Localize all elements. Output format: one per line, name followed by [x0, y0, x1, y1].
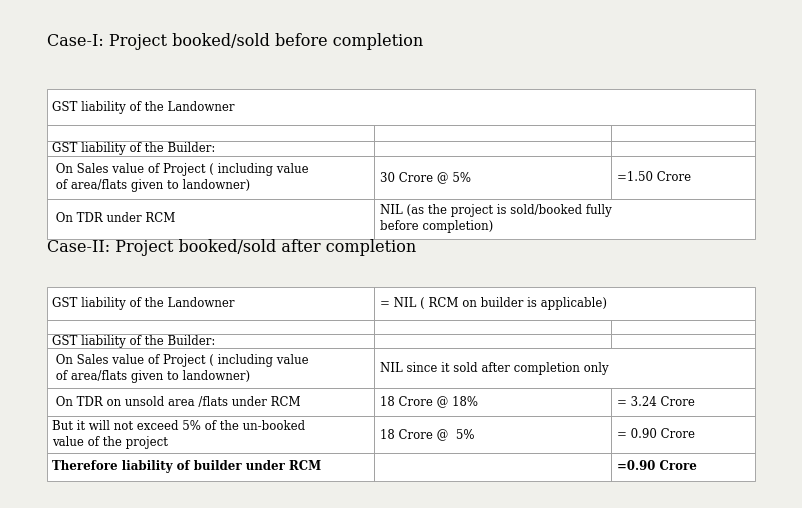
Text: On Sales value of Project ( including value
 of area/flats given to landowner): On Sales value of Project ( including va… [52, 163, 309, 192]
Text: Therefore liability of builder under RCM: Therefore liability of builder under RCM [52, 460, 322, 473]
Bar [611, 141, 755, 156]
Text: Case-II: Project booked/sold after completion: Case-II: Project booked/sold after compl… [47, 239, 415, 256]
Bar [611, 125, 755, 141]
Text: But it will not exceed 5% of the un-booked
value of the project: But it will not exceed 5% of the un-book… [52, 420, 306, 449]
Bar [47, 125, 374, 141]
Bar [374, 125, 611, 141]
Bar [47, 388, 374, 416]
Bar [47, 334, 374, 348]
Text: GST liability of the Builder:: GST liability of the Builder: [52, 142, 216, 155]
Bar [374, 141, 611, 156]
Bar [374, 453, 611, 481]
Bar [47, 453, 374, 481]
Text: On TDR under RCM: On TDR under RCM [52, 212, 176, 226]
Text: =1.50 Crore: =1.50 Crore [617, 171, 691, 184]
Bar [374, 320, 611, 334]
Text: GST liability of the Landowner: GST liability of the Landowner [52, 297, 235, 310]
Bar [47, 89, 755, 125]
Bar [47, 141, 374, 156]
Bar [47, 156, 374, 199]
Bar [611, 334, 755, 348]
Text: 18 Crore @ 18%: 18 Crore @ 18% [379, 396, 477, 408]
Bar [47, 416, 374, 453]
Text: GST liability of the Landowner: GST liability of the Landowner [52, 101, 235, 114]
Text: GST liability of the Builder:: GST liability of the Builder: [52, 335, 216, 348]
Bar [611, 388, 755, 416]
Text: =0.90 Crore: =0.90 Crore [617, 460, 696, 473]
Bar [611, 156, 755, 199]
Bar [374, 388, 611, 416]
Bar [374, 199, 755, 239]
Text: NIL since it sold after completion only: NIL since it sold after completion only [379, 362, 608, 375]
Bar [611, 320, 755, 334]
Bar [47, 287, 374, 320]
Text: Case-I: Project booked/sold before completion: Case-I: Project booked/sold before compl… [47, 33, 423, 50]
Text: = 3.24 Crore: = 3.24 Crore [617, 396, 695, 408]
Bar [47, 320, 374, 334]
Bar [47, 348, 374, 388]
Text: On Sales value of Project ( including value
 of area/flats given to landowner): On Sales value of Project ( including va… [52, 354, 309, 383]
Text: On TDR on unsold area /flats under RCM: On TDR on unsold area /flats under RCM [52, 396, 301, 408]
Text: NIL (as the project is sold/booked fully
before completion): NIL (as the project is sold/booked fully… [379, 204, 611, 234]
Bar [47, 199, 374, 239]
Text: = 0.90 Crore: = 0.90 Crore [617, 428, 695, 441]
Text: 18 Crore @  5%: 18 Crore @ 5% [379, 428, 474, 441]
Bar [374, 156, 611, 199]
Bar [374, 287, 755, 320]
Bar [611, 453, 755, 481]
Text: = NIL ( RCM on builder is applicable): = NIL ( RCM on builder is applicable) [379, 297, 606, 310]
Bar [374, 334, 611, 348]
Bar [611, 416, 755, 453]
Bar [374, 348, 755, 388]
Text: 30 Crore @ 5%: 30 Crore @ 5% [379, 171, 471, 184]
Bar [374, 416, 611, 453]
